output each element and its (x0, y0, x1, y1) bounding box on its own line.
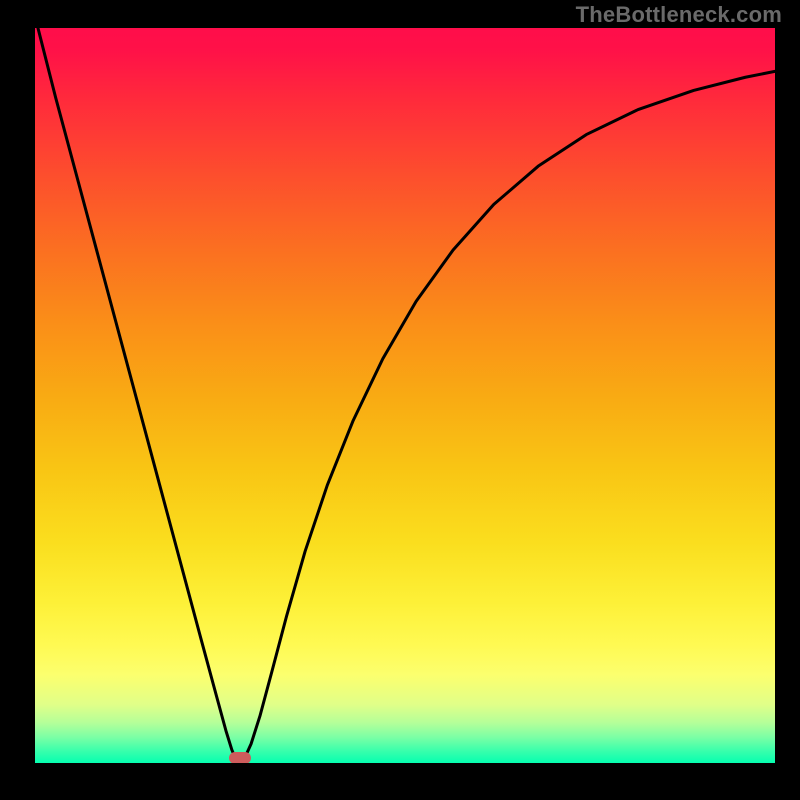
curve-right-branch (244, 71, 775, 758)
curve-left-branch (38, 28, 236, 759)
optimal-marker (229, 752, 251, 763)
chart-frame: TheBottleneck.com (0, 0, 800, 800)
bottleneck-curve (35, 28, 775, 763)
watermark-text: TheBottleneck.com (576, 2, 782, 28)
plot-area (35, 28, 775, 763)
